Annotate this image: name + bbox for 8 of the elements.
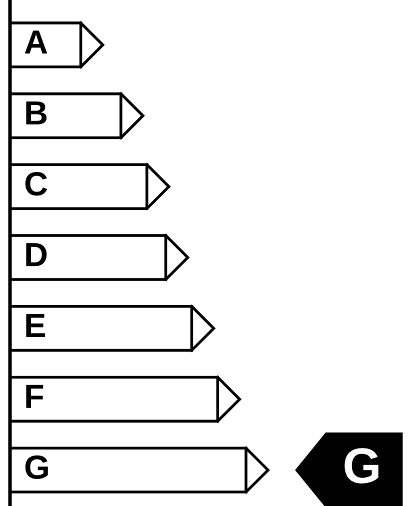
- y-tick-label: C: [25, 172, 48, 196]
- y-tick-label: B: [26, 101, 47, 124]
- y-tick-label: E: [26, 314, 45, 337]
- text: G: [344, 448, 378, 484]
- y-tick-label: A: [24, 30, 48, 54]
- y-tick-label: D: [26, 243, 47, 266]
- y-tick-label: F: [26, 384, 44, 408]
- y-tick-label: G: [25, 455, 48, 480]
